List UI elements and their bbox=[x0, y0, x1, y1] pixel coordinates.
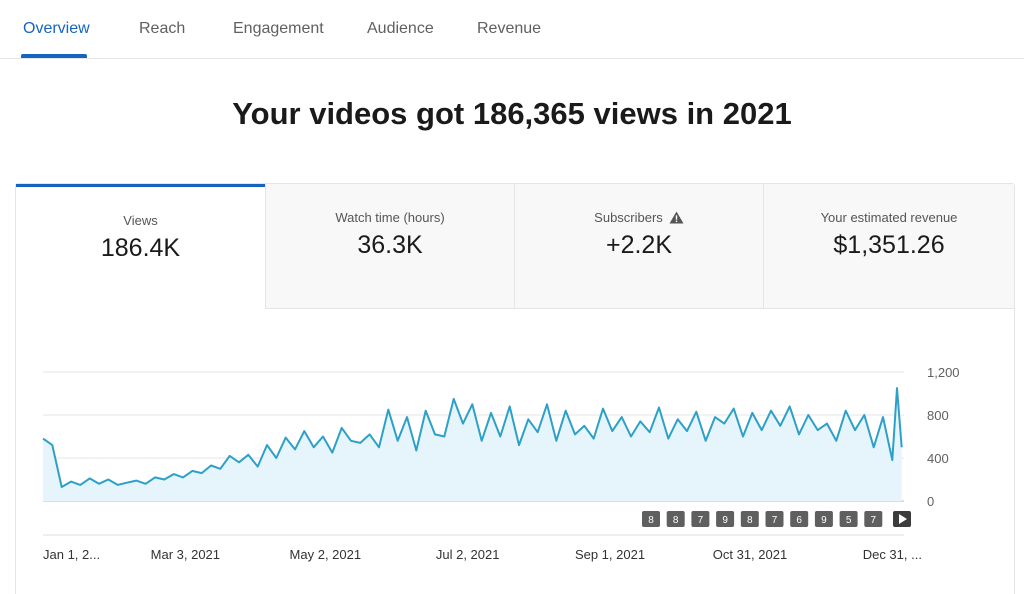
annotation-badge[interactable]: 5 bbox=[839, 511, 858, 527]
warning-icon[interactable] bbox=[669, 211, 684, 224]
metric-label-row: Subscribers bbox=[515, 210, 763, 225]
tab-revenue[interactable]: Revenue bbox=[477, 20, 542, 37]
annotation-count: 8 bbox=[673, 515, 679, 526]
x-tick-label: Jan 1, 2... bbox=[43, 547, 100, 562]
page-headline: Your videos got 186,365 views in 2021 bbox=[232, 96, 792, 131]
metric-watch-time[interactable]: Watch time (hours) 36.3K bbox=[265, 184, 514, 309]
annotation-badge[interactable]: 8 bbox=[666, 511, 685, 527]
x-tick-label: Sep 1, 2021 bbox=[575, 547, 645, 562]
annotation-badge[interactable]: 9 bbox=[814, 511, 833, 527]
video-annotations: 8 8 7 9 8 7 6 9 5 7 bbox=[642, 511, 883, 527]
annotation-badge[interactable]: 7 bbox=[864, 511, 883, 527]
annotation-count: 7 bbox=[772, 515, 778, 526]
annotation-badge[interactable]: 7 bbox=[691, 511, 710, 527]
annotation-count: 8 bbox=[747, 515, 753, 526]
views-line[interactable] bbox=[42, 387, 903, 488]
y-tick-label: 1,200 bbox=[927, 365, 960, 380]
metric-value: $1,351.26 bbox=[833, 231, 945, 259]
annotation-badge[interactable]: 6 bbox=[790, 511, 809, 527]
y-axis-ticks: 1,200 800 400 0 bbox=[927, 365, 960, 509]
x-tick-label: Mar 3, 2021 bbox=[151, 547, 220, 562]
x-tick-label: Oct 31, 2021 bbox=[713, 547, 787, 562]
tab-bar: Overview Reach Engagement Audience Reven… bbox=[0, 0, 1024, 59]
annotation-badge[interactable]: 8 bbox=[740, 511, 759, 527]
annotation-count: 9 bbox=[821, 515, 827, 526]
x-tick-label: Jul 2, 2021 bbox=[436, 547, 500, 562]
y-tick-label: 800 bbox=[927, 408, 949, 423]
metric-value: 36.3K bbox=[357, 231, 423, 259]
metric-label: Your estimated revenue bbox=[820, 210, 958, 225]
tab-overview[interactable]: Overview bbox=[23, 20, 90, 37]
metric-views[interactable]: Views 186.4K bbox=[16, 184, 265, 309]
tab-engagement[interactable]: Engagement bbox=[233, 20, 324, 37]
active-tab-indicator bbox=[21, 54, 87, 58]
x-axis-ticks: Jan 1, 2... Mar 3, 2021 May 2, 2021 Jul 2, … bbox=[43, 547, 922, 562]
play-icon bbox=[899, 514, 907, 524]
metric-revenue[interactable]: Your estimated revenue $1,351.26 bbox=[763, 184, 1014, 309]
annotation-badge[interactable]: 8 bbox=[642, 511, 660, 527]
annotation-badge[interactable]: 9 bbox=[716, 511, 735, 527]
views-area-fill bbox=[43, 388, 902, 501]
metric-label: Subscribers bbox=[594, 210, 663, 225]
annotation-count: 8 bbox=[648, 515, 654, 526]
metric-label: Views bbox=[123, 213, 158, 228]
annotation-count: 9 bbox=[722, 515, 728, 526]
annotation-count: 6 bbox=[796, 515, 802, 526]
x-tick-label: Dec 31, ... bbox=[863, 547, 922, 562]
annotation-badge[interactable]: 7 bbox=[765, 511, 784, 527]
annotations-next-button[interactable] bbox=[893, 511, 911, 527]
metric-subscribers[interactable]: Subscribers +2.2K bbox=[514, 184, 763, 309]
metric-label: Watch time (hours) bbox=[335, 210, 445, 225]
tab-reach[interactable]: Reach bbox=[139, 20, 186, 37]
y-tick-label: 400 bbox=[927, 451, 949, 466]
metric-value: +2.2K bbox=[605, 231, 673, 259]
annotation-count: 7 bbox=[698, 515, 704, 526]
y-tick-label: 0 bbox=[927, 494, 934, 509]
x-tick-label: May 2, 2021 bbox=[290, 547, 362, 562]
annotation-count: 5 bbox=[846, 515, 852, 526]
tab-audience[interactable]: Audience bbox=[367, 20, 434, 37]
annotation-count: 7 bbox=[871, 515, 877, 526]
metric-value: 186.4K bbox=[100, 234, 181, 262]
